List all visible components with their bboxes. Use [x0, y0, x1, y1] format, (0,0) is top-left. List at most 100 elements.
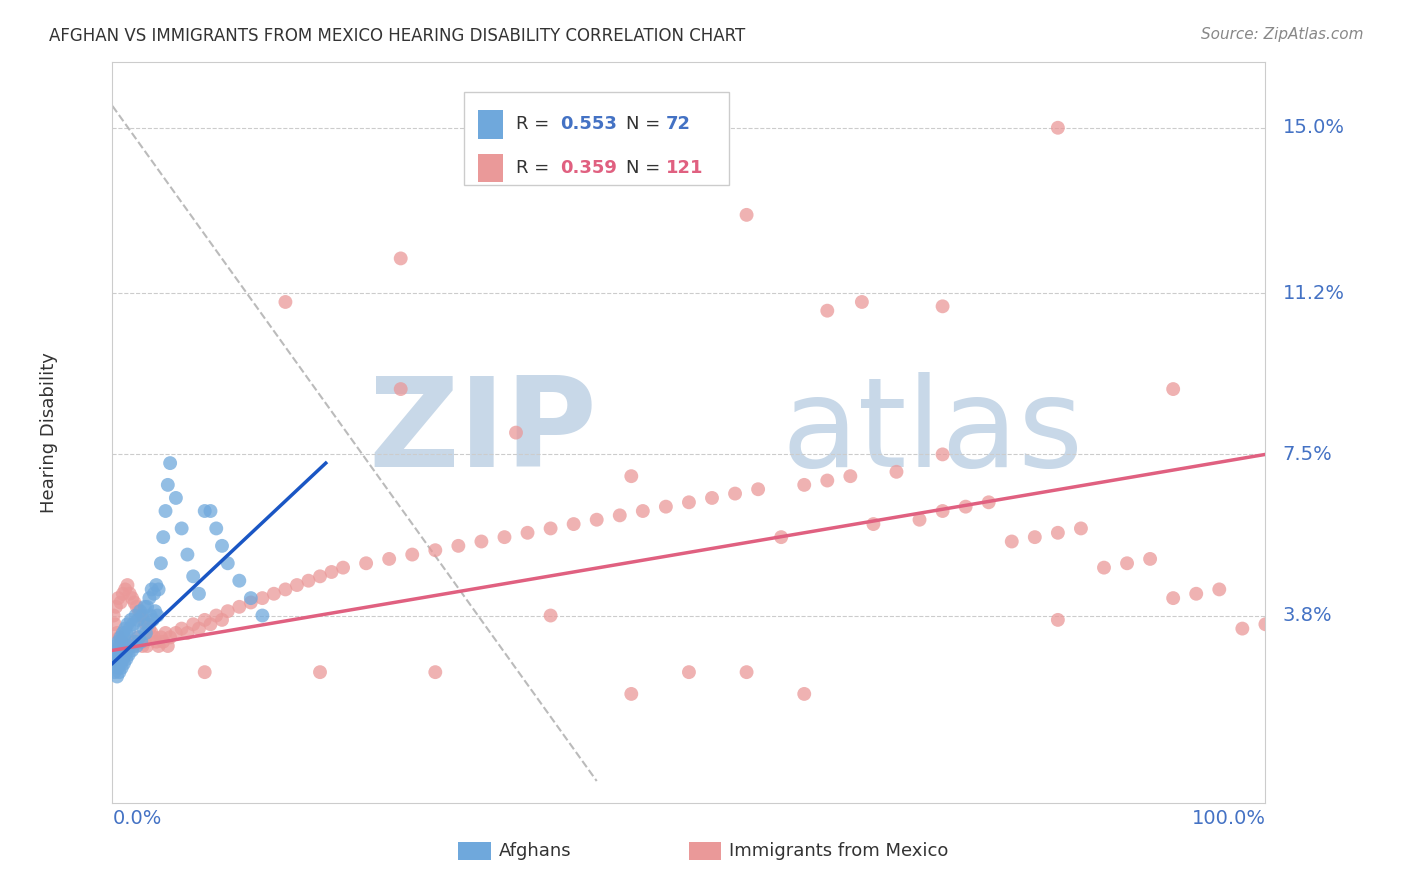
- Point: [1208, 582, 1230, 597]
- Point: [309, 569, 332, 583]
- Point: [118, 639, 141, 653]
- Point: [1232, 622, 1254, 636]
- Text: ZIP: ZIP: [368, 372, 596, 493]
- FancyBboxPatch shape: [478, 154, 503, 182]
- Point: [540, 608, 562, 623]
- Point: [678, 495, 700, 509]
- Point: [129, 604, 152, 618]
- Point: [1092, 560, 1115, 574]
- Point: [700, 491, 723, 505]
- Point: [122, 639, 145, 653]
- Point: [107, 634, 129, 648]
- Point: [105, 626, 128, 640]
- Point: [143, 604, 166, 618]
- Point: [159, 456, 181, 470]
- Point: [120, 613, 142, 627]
- Point: [228, 574, 250, 588]
- Point: [128, 604, 150, 618]
- Point: [285, 578, 308, 592]
- Point: [105, 669, 128, 683]
- Point: [862, 517, 884, 532]
- Point: [114, 622, 136, 636]
- Point: [1185, 587, 1208, 601]
- Point: [1070, 521, 1092, 535]
- Point: [839, 469, 862, 483]
- Point: [117, 639, 139, 653]
- Point: [107, 652, 129, 666]
- Text: N =: N =: [626, 115, 665, 134]
- Point: [851, 295, 873, 310]
- Text: R =: R =: [516, 159, 555, 177]
- Point: [132, 622, 155, 636]
- Point: [138, 591, 160, 606]
- Point: [111, 661, 134, 675]
- Point: [156, 478, 179, 492]
- Point: [955, 500, 977, 514]
- Point: [540, 521, 562, 535]
- Point: [735, 665, 758, 680]
- Point: [1024, 530, 1046, 544]
- Point: [188, 587, 211, 601]
- Point: [118, 587, 141, 601]
- Point: [170, 622, 193, 636]
- Point: [516, 525, 538, 540]
- Point: [908, 513, 931, 527]
- Point: [129, 634, 153, 648]
- Text: AFGHAN VS IMMIGRANTS FROM MEXICO HEARING DISABILITY CORRELATION CHART: AFGHAN VS IMMIGRANTS FROM MEXICO HEARING…: [49, 27, 745, 45]
- Point: [134, 634, 156, 648]
- Point: [321, 565, 343, 579]
- Point: [263, 587, 285, 601]
- Point: [470, 534, 492, 549]
- Point: [425, 543, 447, 558]
- Point: [724, 486, 747, 500]
- Point: [200, 617, 222, 632]
- Point: [620, 469, 643, 483]
- Point: [217, 556, 239, 570]
- Text: 100.0%: 100.0%: [1191, 809, 1265, 828]
- Text: 15.0%: 15.0%: [1282, 119, 1344, 137]
- Point: [165, 626, 187, 640]
- Point: [181, 617, 204, 632]
- Text: R =: R =: [516, 115, 555, 134]
- Point: [211, 539, 233, 553]
- Text: 121: 121: [666, 159, 703, 177]
- Point: [1046, 120, 1069, 135]
- Point: [117, 643, 139, 657]
- Point: [194, 504, 217, 518]
- Point: [125, 639, 148, 653]
- Point: [145, 634, 167, 648]
- Point: [104, 599, 127, 614]
- Point: [124, 595, 146, 609]
- Point: [181, 569, 204, 583]
- Point: [1139, 552, 1161, 566]
- Point: [239, 595, 262, 609]
- Point: [114, 582, 136, 597]
- Text: Immigrants from Mexico: Immigrants from Mexico: [730, 842, 949, 860]
- Point: [815, 474, 838, 488]
- Point: [494, 530, 516, 544]
- Point: [252, 591, 274, 606]
- Point: [136, 639, 159, 653]
- FancyBboxPatch shape: [464, 92, 730, 185]
- Point: [205, 521, 228, 535]
- Point: [108, 665, 131, 680]
- Point: [149, 556, 172, 570]
- Point: [110, 595, 132, 609]
- Point: [136, 617, 159, 632]
- Point: [148, 582, 170, 597]
- Point: [1161, 382, 1184, 396]
- Point: [139, 608, 162, 623]
- Point: [143, 587, 166, 601]
- Point: [609, 508, 631, 523]
- Point: [217, 604, 239, 618]
- Point: [176, 548, 198, 562]
- Point: [1001, 534, 1024, 549]
- Point: [149, 630, 172, 644]
- Point: [770, 530, 793, 544]
- Point: [389, 252, 412, 266]
- Point: [105, 643, 128, 657]
- Point: [194, 613, 217, 627]
- Point: [165, 491, 187, 505]
- Point: [747, 482, 769, 496]
- Point: [131, 608, 153, 623]
